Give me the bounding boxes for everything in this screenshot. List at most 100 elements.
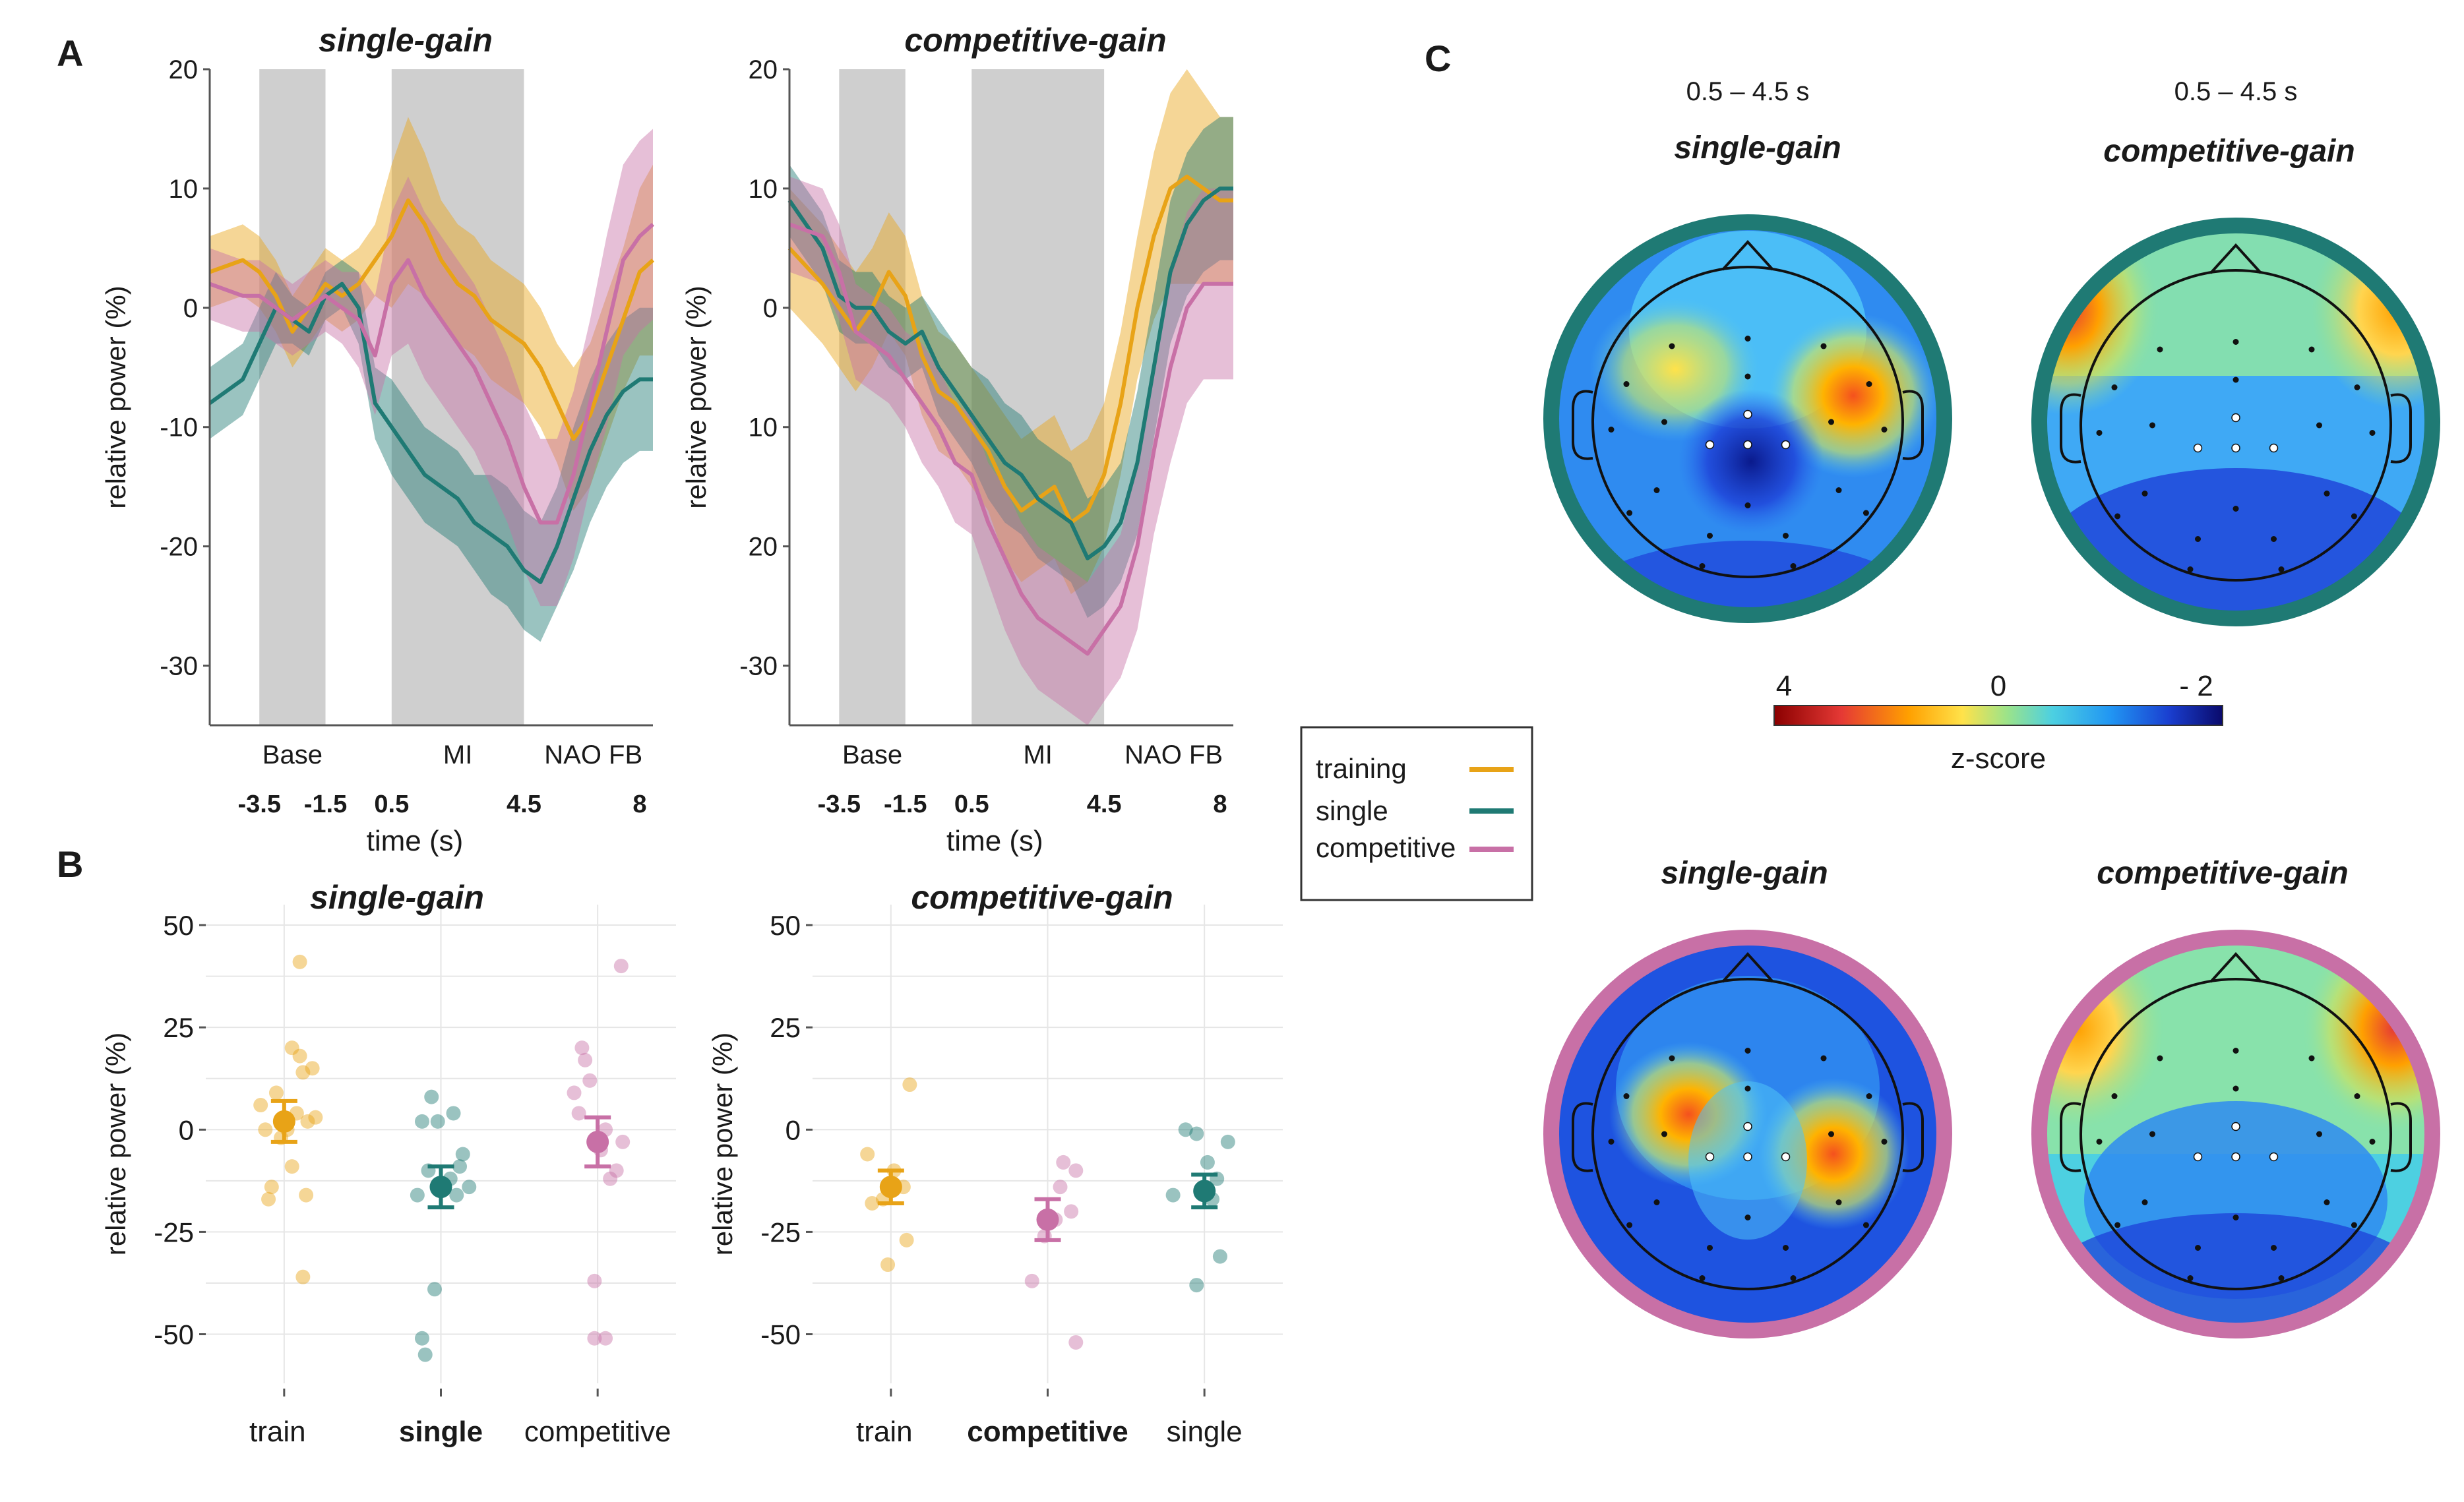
electrode-dot: [2271, 1245, 2277, 1251]
time-window-label-2: 0.5 – 4.5 s: [2174, 77, 2298, 106]
electrode-highlight: [1705, 440, 1715, 450]
electrode-dot: [1828, 419, 1834, 425]
shaded-window-1: [391, 69, 524, 725]
data-point-training: [284, 1040, 299, 1056]
electrode-dot: [2233, 339, 2239, 345]
x-tick-label: single: [1167, 1416, 1243, 1448]
chart-title: single-gain: [319, 22, 493, 59]
electrode-dot: [2111, 1093, 2118, 1099]
time-tick-label: -1.5: [884, 791, 927, 818]
colorbar-label: z-score: [1951, 742, 2046, 775]
phase-label: Base: [842, 740, 902, 769]
data-point-single: [1189, 1126, 1204, 1141]
y-tick-label: 25: [770, 1012, 801, 1043]
data-point-single: [1220, 1134, 1235, 1149]
error-band-single: [789, 117, 1233, 618]
series-line-competitive: [788, 222, 1233, 656]
head-outline: [1591, 978, 1904, 1290]
electrode-dot: [1608, 1139, 1615, 1145]
data-point-training: [292, 954, 307, 969]
y-tick-label: -50: [154, 1319, 194, 1350]
ear-outline-right: [2390, 1102, 2412, 1172]
legend-label-training: training: [1316, 753, 1407, 784]
topomap-ring: [2031, 930, 2440, 1338]
colorbar: 4 0 - 2 z-score: [1773, 670, 2223, 775]
data-point-single: [414, 1114, 429, 1129]
x-axis-label: time (s): [946, 825, 1043, 857]
topomap-title-row2-competitive: competitive-gain: [2097, 856, 2348, 891]
electrode-dot: [1744, 1048, 1751, 1054]
data-point-single: [410, 1187, 425, 1203]
data-point-competitive: [574, 1040, 590, 1056]
electrode-highlight: [2193, 443, 2203, 453]
electrode-dot: [1790, 563, 1797, 569]
x-axis-label: time (s): [367, 825, 464, 857]
y-tick-label: -30: [739, 652, 778, 681]
error-band-competitive: [789, 176, 1233, 725]
electrode-dot: [2316, 1131, 2322, 1137]
electrode-dot: [1881, 1139, 1888, 1145]
y-tick-label: -25: [760, 1217, 801, 1247]
data-point-competitive: [1068, 1163, 1084, 1178]
electrode-dot: [2233, 1085, 2239, 1092]
electrode-highlight: [2231, 413, 2240, 423]
y-tick-label: -10: [160, 413, 198, 442]
electrode-highlight: [1781, 440, 1791, 450]
electrode-highlight: [1743, 1122, 1752, 1131]
data-point-training: [300, 1114, 315, 1129]
y-tick-label: -20: [160, 533, 198, 562]
data-point-training: [295, 1065, 311, 1080]
mean-point-training: [879, 1176, 902, 1199]
electrode-dot: [1866, 1093, 1872, 1099]
data-point-training: [295, 1269, 311, 1284]
electrode-dot: [2354, 1093, 2360, 1099]
x-tick-label: competitive: [967, 1416, 1128, 1448]
electrode-dot: [1835, 487, 1842, 493]
electrode-dot: [1699, 563, 1706, 569]
data-point-training: [860, 1147, 875, 1162]
shaded-window-0: [259, 69, 326, 725]
electrode-dot: [2308, 346, 2315, 353]
electrode-dot: [1783, 533, 1789, 539]
y-tick-label: 50: [770, 910, 801, 941]
data-point-single: [1212, 1249, 1227, 1264]
data-point-competitive: [615, 1134, 631, 1149]
electrode-dot: [1669, 343, 1675, 349]
data-point-training: [299, 1187, 314, 1203]
series-line-competitive: [208, 222, 655, 525]
nose-outline: [2209, 952, 2262, 983]
electrode-dot: [1863, 1222, 1869, 1228]
chart-title: competitive-gain: [904, 22, 1166, 59]
electrode-highlight: [1743, 409, 1752, 419]
ear-outline-right: [1902, 390, 1924, 460]
electrode-dot: [2141, 1199, 2148, 1205]
legend-label-competitive: competitive: [1316, 832, 1456, 863]
colorbar-tick-zero: 0: [1990, 670, 2006, 702]
time-tick-label: 0.5: [374, 791, 409, 818]
error-band-single: [210, 260, 653, 642]
electrode-dot: [2195, 536, 2201, 542]
electrode-dot: [2233, 1215, 2239, 1220]
legend-label-single: single: [1316, 795, 1388, 826]
topomap-title-row2-single: single-gain: [1661, 856, 1828, 891]
data-point-single: [1165, 1187, 1181, 1203]
electrode-dot: [1744, 1085, 1751, 1092]
head-outlines: [1572, 240, 2412, 1290]
electrode-dot: [2149, 422, 2155, 429]
electrode-dot: [1653, 1199, 1660, 1205]
y-axis-label: relative power (%): [100, 285, 131, 508]
electrode-highlight: [2193, 1152, 2203, 1162]
time-tick-label: 8: [632, 791, 646, 818]
panel-label-a: A: [57, 32, 83, 74]
time-tick-label: -3.5: [237, 791, 280, 818]
electrode-dot: [1699, 1275, 1706, 1281]
chart-title: competitive-gain: [911, 879, 1173, 916]
electrode-highlight: [1781, 1152, 1791, 1162]
y-tick-label: -25: [154, 1217, 194, 1247]
data-point-competitive: [613, 959, 629, 974]
topomap-ring: [2031, 218, 2440, 626]
mean-point-single: [1193, 1180, 1216, 1203]
electrode-dot: [1626, 510, 1633, 516]
y-tick-label: 0: [785, 1114, 801, 1145]
electrode-dot: [2157, 346, 2163, 353]
